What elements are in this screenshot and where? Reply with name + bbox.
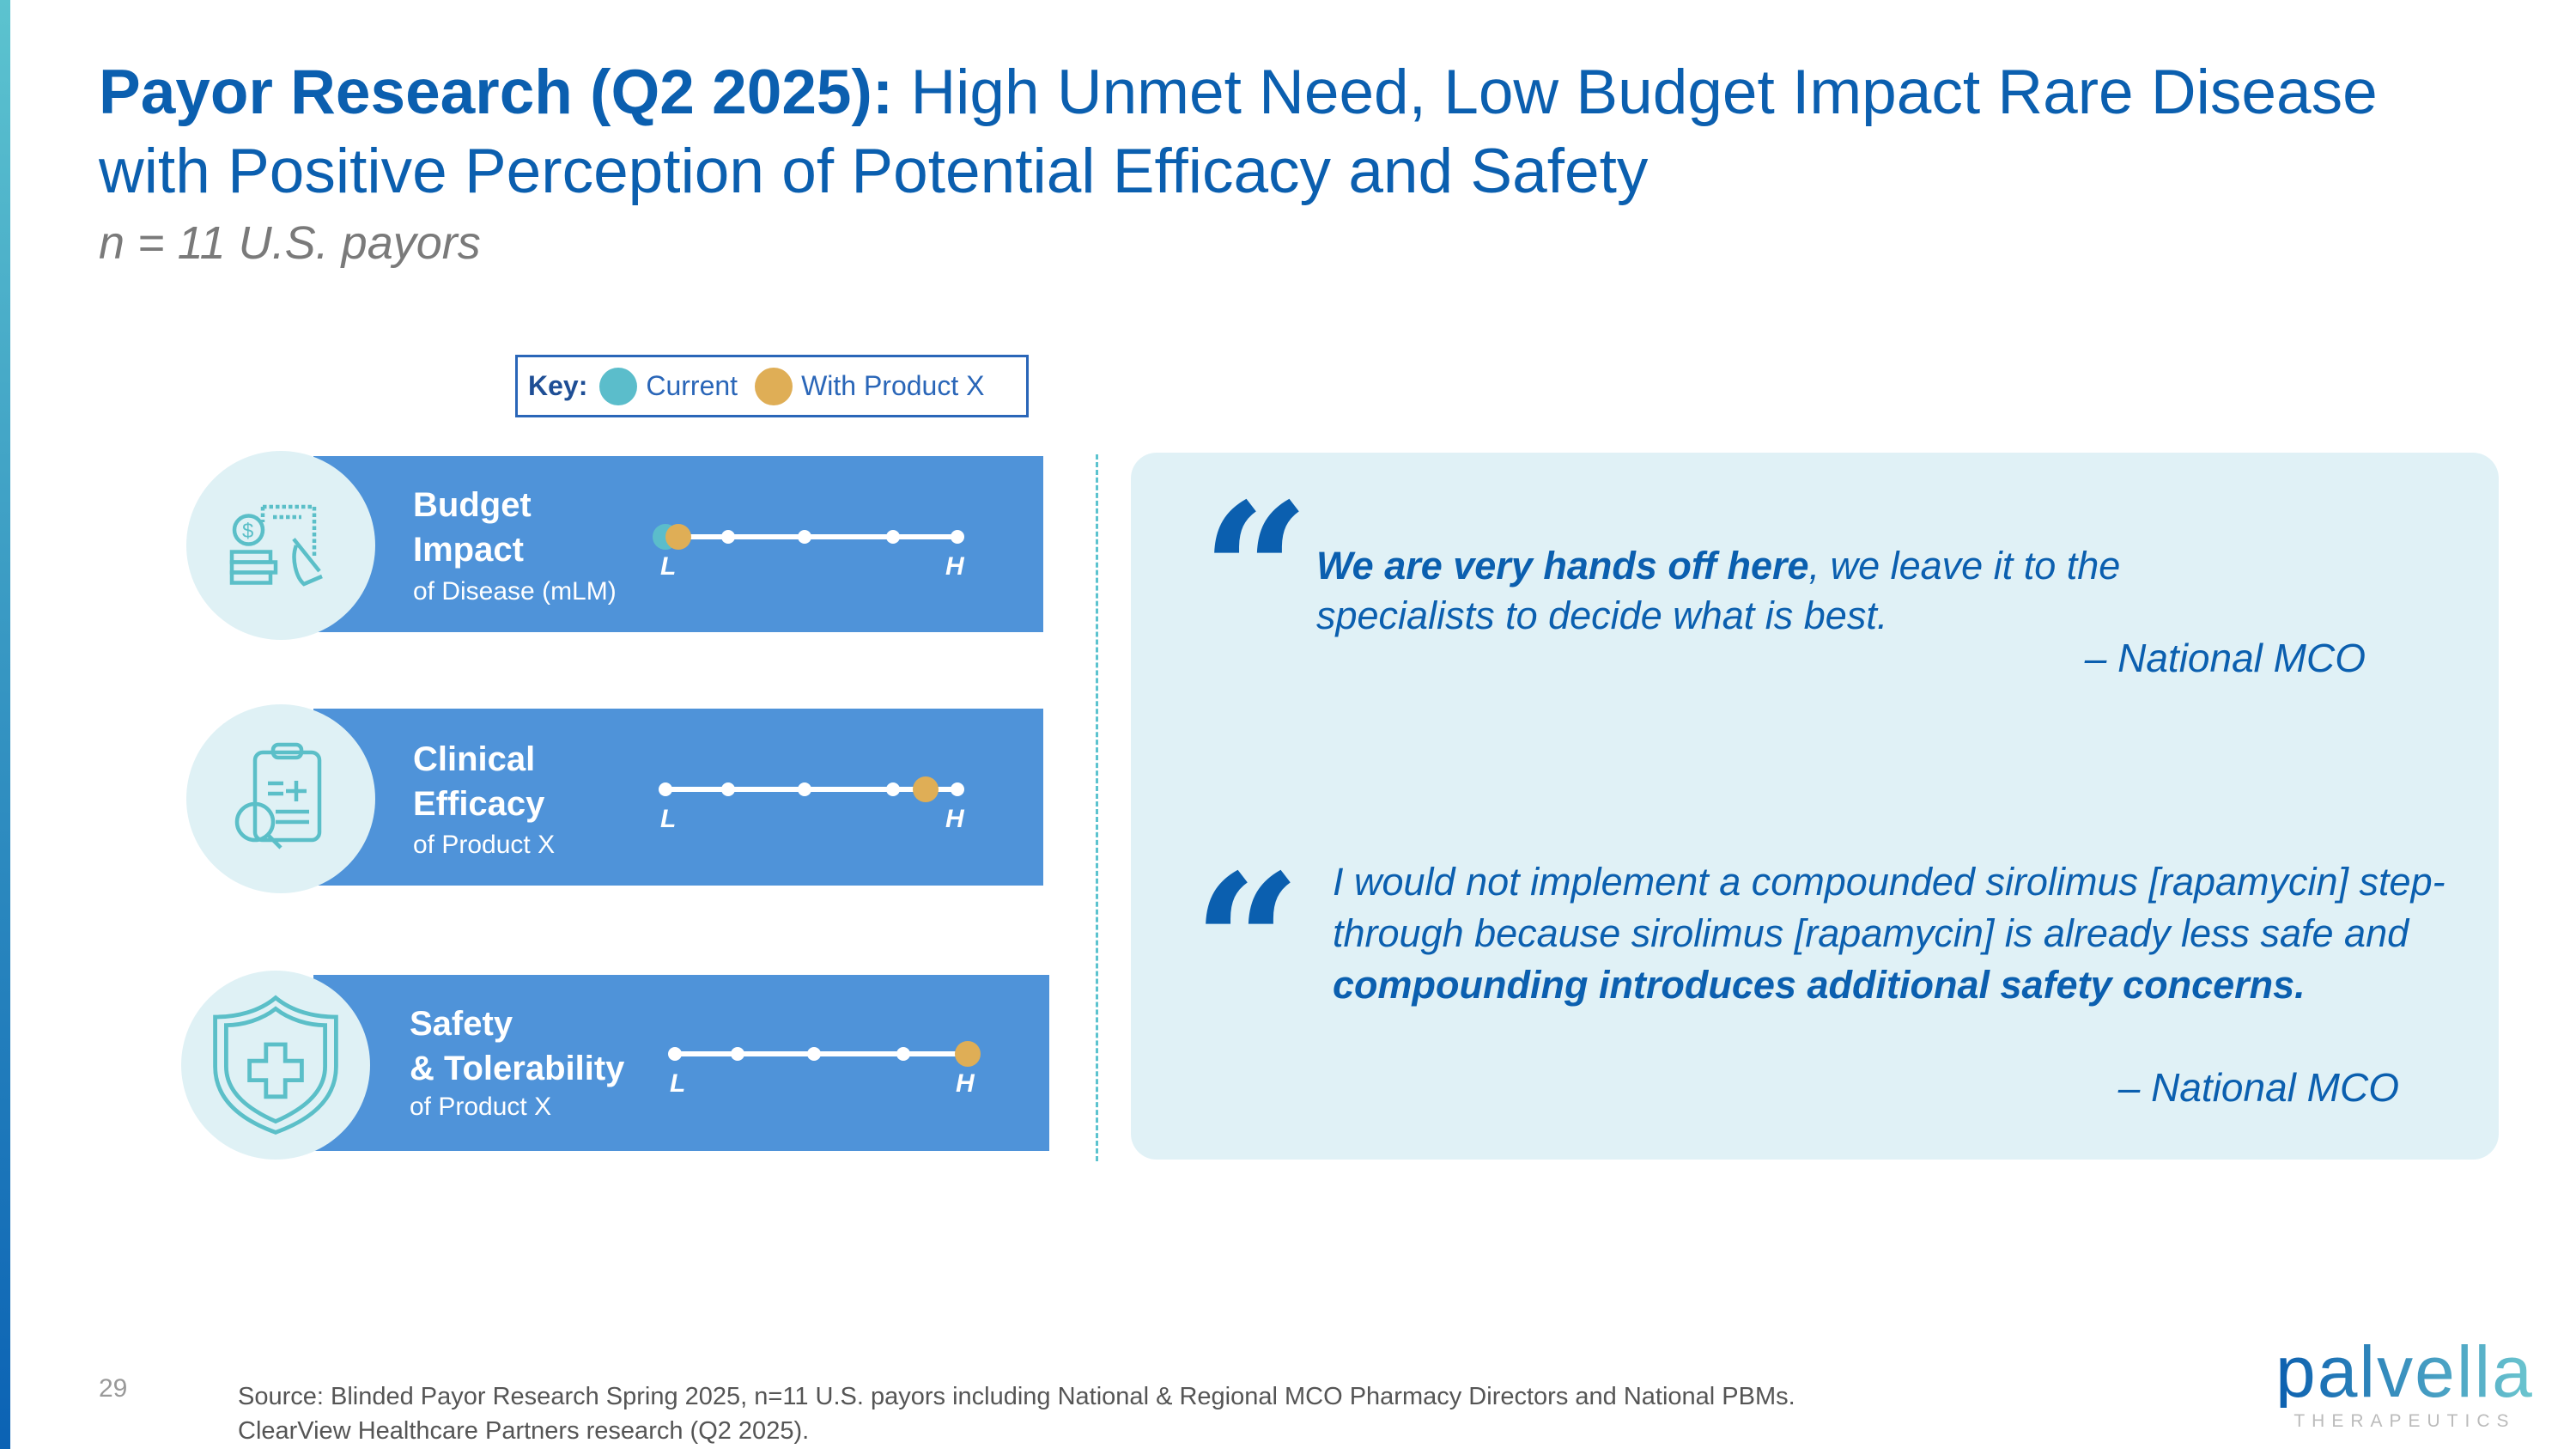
scale-tick <box>797 782 811 796</box>
scale-tick <box>896 1047 910 1061</box>
row-efficacy-title: Clinical Efficacy <box>413 740 545 823</box>
row-safety-subtitle: of Product X <box>410 1093 552 1121</box>
source-note: Source: Blinded Payor Research Spring 20… <box>238 1383 1795 1445</box>
row-safety-title: Safety & Tolerability <box>410 1005 625 1087</box>
with-product-dot-icon <box>755 367 793 405</box>
scale-high-label: H <box>945 805 964 833</box>
key-label: Key: <box>528 370 588 401</box>
row-budget-subtitle: of Disease (mLM) <box>413 577 617 606</box>
scale-tick <box>721 782 736 796</box>
scale-tick <box>668 1047 682 1061</box>
scale-low-label: L <box>660 552 677 581</box>
clipboard-magnifier-icon <box>234 742 322 849</box>
dashed-divider <box>1096 454 1098 1161</box>
quote-1-attribution: – National MCO <box>2084 636 2366 680</box>
scale-track <box>665 787 957 792</box>
safety-icon-circle <box>181 971 370 1160</box>
key-current-label: Current <box>646 370 738 401</box>
scale-track <box>665 534 957 539</box>
scale-high-label: H <box>945 552 964 581</box>
scale-low-label: L <box>660 805 677 833</box>
with-product-marker <box>912 776 939 802</box>
quote-2-attribution: – National MCO <box>2117 1065 2399 1110</box>
title-rest: High Unmet Need, Low Budget Impact Rare … <box>99 58 2378 206</box>
scale-tick <box>731 1047 745 1061</box>
scale-tick <box>951 530 964 544</box>
quote-mark-icon: “ <box>1193 832 1302 1055</box>
scale-track <box>675 1051 968 1056</box>
with-product-marker <box>955 1041 981 1067</box>
shield-cross-icon <box>213 995 338 1135</box>
scale-tick <box>806 1047 821 1061</box>
budget-bill-icon: $ <box>229 504 323 587</box>
quotes-panel: “ We are very hands off here, we leave i… <box>1131 453 2499 1160</box>
scale-low-label: L <box>670 1069 686 1098</box>
budget-icon-circle: $ <box>186 451 375 640</box>
row-safety-band <box>313 975 1049 1151</box>
svg-text:$: $ <box>242 520 253 543</box>
scale-tick <box>886 782 901 796</box>
scale-tick <box>659 782 672 796</box>
quote-1-text: We are very hands off here, we leave it … <box>1316 544 2121 637</box>
current-dot-icon <box>599 367 638 405</box>
page-title: Payor Research (Q2 2025): High Unmet Nee… <box>99 53 2503 211</box>
page-number: 29 <box>99 1374 128 1403</box>
key-with-product-label: With Product X <box>801 370 985 401</box>
palvella-logo: palvella THERAPEUTICS <box>2275 1336 2534 1432</box>
legend-key: Key: Current With Product X <box>515 355 1029 417</box>
scale-high-label: H <box>956 1069 975 1098</box>
logo-word: palvella <box>2275 1331 2534 1412</box>
scale-tick <box>797 530 811 544</box>
accent-bar <box>0 0 10 1449</box>
title-bold: Payor Research (Q2 2025): <box>99 58 894 127</box>
scale-tick <box>886 530 901 544</box>
quote-2-text: I would not implement a compounded sirol… <box>1333 860 2445 1007</box>
quote-mark-icon: “ <box>1201 461 1310 684</box>
with-product-marker <box>665 524 692 550</box>
row-budget-title: Budget Impact <box>413 486 532 569</box>
subtitle: n = 11 U.S. payors <box>99 217 481 269</box>
logo-subtitle: THERAPEUTICS <box>2293 1411 2516 1431</box>
scale-tick <box>721 530 736 544</box>
scale-tick <box>951 782 964 796</box>
efficacy-icon-circle <box>186 704 375 893</box>
row-efficacy-subtitle: of Product X <box>413 831 556 859</box>
